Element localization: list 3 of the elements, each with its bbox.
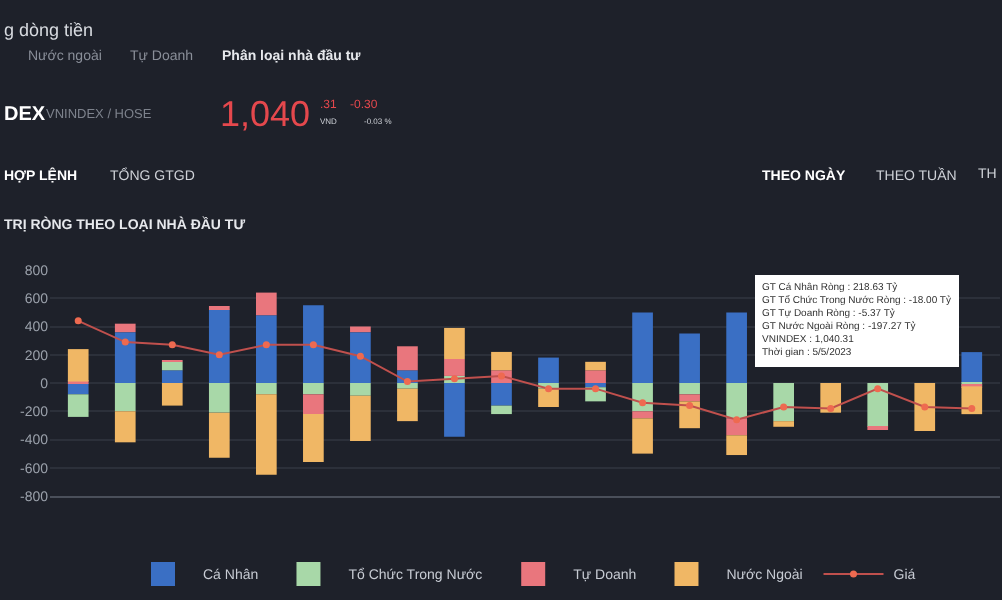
text: 1,040 <box>220 94 311 134</box>
text: g dòng tiền <box>4 20 94 40</box>
text: DEX <box>4 104 46 126</box>
